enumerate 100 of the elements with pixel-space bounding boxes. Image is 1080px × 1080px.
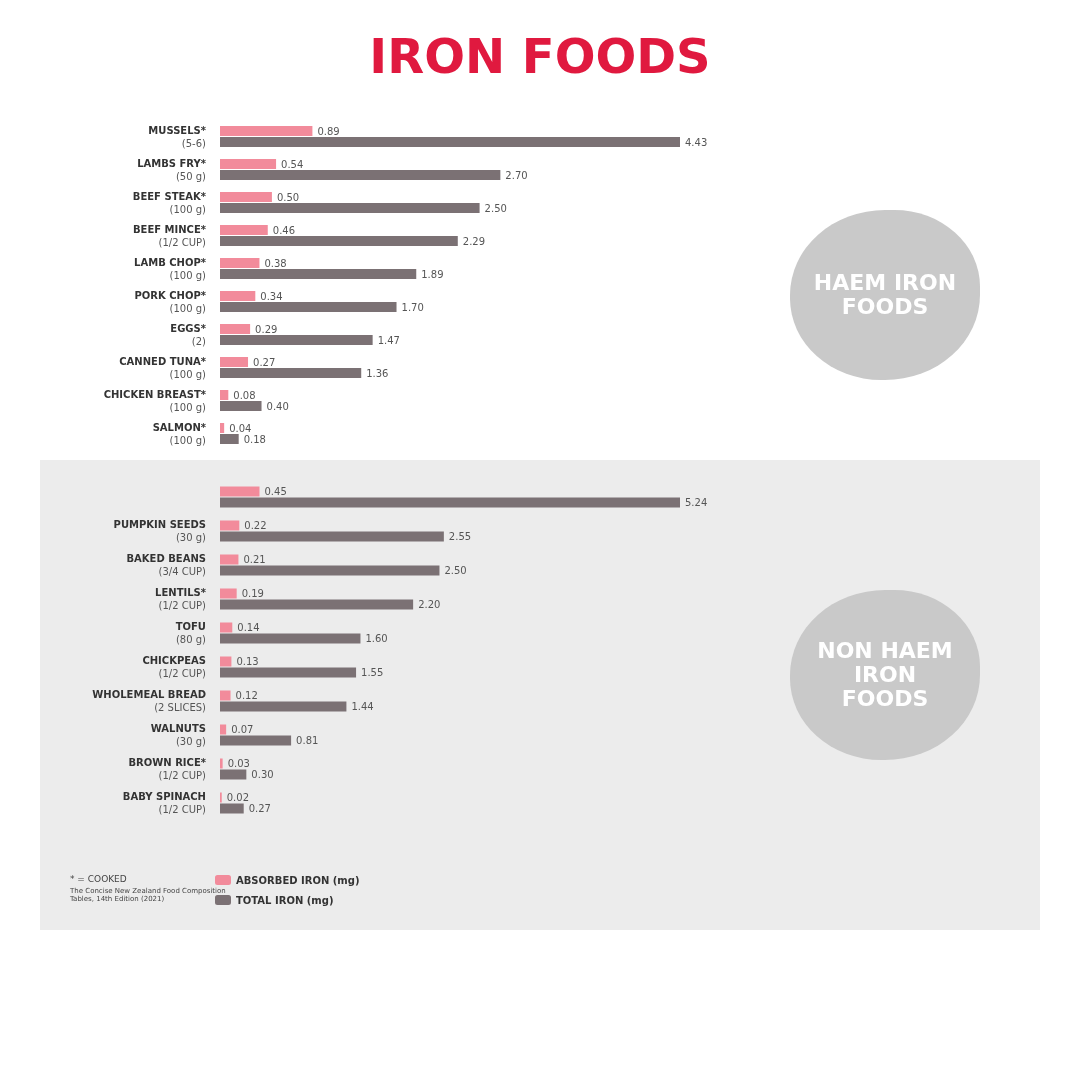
bar xyxy=(220,497,680,508)
bar xyxy=(220,335,373,345)
data-label: 5.24 xyxy=(685,497,708,508)
bar xyxy=(220,126,313,136)
data-label: 0.03 xyxy=(227,758,250,769)
data-label: 0.21 xyxy=(243,554,266,565)
bar xyxy=(220,588,237,599)
y-tick-label: BEEF STEAK* (100 g) xyxy=(132,190,207,215)
bar xyxy=(220,269,417,279)
data-label: 0.14 xyxy=(237,622,260,633)
data-label: 0.07 xyxy=(231,724,254,735)
y-tick-label: PORK CHOP* (100 g) xyxy=(134,289,207,314)
y-tick-label: WALNUTS (30 g) xyxy=(150,723,207,747)
bar xyxy=(220,423,225,433)
bar xyxy=(220,434,239,444)
data-label: 0.04 xyxy=(229,422,252,434)
y-tick-label: BROWN RICE* (1/2 CUP) xyxy=(128,757,207,781)
data-label: 0.46 xyxy=(272,224,296,236)
y-tick-label: BABY SPINACH (1/2 CUP) xyxy=(122,791,207,815)
bar xyxy=(220,803,244,814)
bar xyxy=(220,520,240,531)
data-label: 0.27 xyxy=(248,803,271,814)
bar xyxy=(220,203,480,213)
bar xyxy=(220,656,232,667)
bar xyxy=(220,758,223,769)
data-label: 4.43 xyxy=(685,136,708,148)
data-label: 2.70 xyxy=(505,169,528,181)
data-label: 0.18 xyxy=(243,433,266,445)
bar xyxy=(220,769,247,780)
bar xyxy=(220,302,397,312)
data-label: 1.70 xyxy=(401,301,424,313)
bar xyxy=(220,701,347,712)
data-label: 0.34 xyxy=(260,290,283,302)
data-label: 2.55 xyxy=(448,531,472,542)
data-label: 1.47 xyxy=(377,334,400,346)
bar xyxy=(220,565,440,576)
bar xyxy=(220,390,229,400)
data-label: 0.27 xyxy=(253,356,276,368)
legend-label: ABSORBED IRON (mg) xyxy=(236,874,360,886)
y-tick-label: WHOLEMEAL BREAD (2 SLICES) xyxy=(92,689,207,713)
bar xyxy=(220,531,444,542)
data-label: 0.38 xyxy=(264,257,287,269)
data-label: 1.44 xyxy=(351,701,374,712)
bar xyxy=(220,236,458,246)
y-tick-label: EGGS* (2) xyxy=(170,322,207,347)
data-label: 0.40 xyxy=(266,400,289,412)
y-tick-label: LAMBS FRY* (50 g) xyxy=(137,157,207,182)
bar xyxy=(220,622,233,633)
data-label: 0.19 xyxy=(241,588,264,599)
y-tick-label: MUSSELS* (5-6) xyxy=(148,124,207,149)
bar xyxy=(220,324,251,334)
y-tick-label: CANNED TUNA* (100 g) xyxy=(119,355,207,380)
data-label: 0.81 xyxy=(296,735,319,746)
y-tick-label: BEEF MINCE* (1/2 CUP) xyxy=(132,223,207,248)
data-label: 1.89 xyxy=(421,268,444,280)
y-tick-label: PUMPKIN SEEDS (30 g) xyxy=(113,519,207,543)
text: * = COOKED xyxy=(70,874,127,884)
data-label: 1.55 xyxy=(361,667,384,678)
y-tick-label: CHICKEN BREAST* (100 g) xyxy=(103,388,207,413)
bar xyxy=(220,690,231,701)
bar xyxy=(220,599,414,610)
data-label: 0.12 xyxy=(235,690,258,701)
legend-label: TOTAL IRON (mg) xyxy=(236,894,334,906)
y-tick-label: LENTILS* (1/2 CUP) xyxy=(155,587,207,611)
y-tick-label: CHICKPEAS (1/2 CUP) xyxy=(142,655,207,679)
bar xyxy=(220,667,357,678)
data-label: 0.89 xyxy=(317,125,340,137)
data-label: 0.08 xyxy=(233,389,256,401)
data-label: 1.36 xyxy=(366,367,389,379)
bar xyxy=(220,735,292,746)
chart-title: IRON FOODS xyxy=(368,28,712,84)
data-label: 2.29 xyxy=(462,235,486,247)
bar xyxy=(220,401,262,411)
bar xyxy=(220,170,501,180)
data-label: 1.60 xyxy=(365,633,388,644)
data-label: 0.54 xyxy=(281,158,304,170)
y-tick-label: LAMB CHOP* (100 g) xyxy=(134,256,207,281)
data-label: 0.29 xyxy=(255,323,278,335)
bar xyxy=(220,137,680,147)
bar xyxy=(220,486,260,497)
bar xyxy=(220,357,249,367)
bar xyxy=(220,192,272,202)
data-label: 2.50 xyxy=(484,202,507,214)
bar xyxy=(220,633,361,644)
data-label: 2.20 xyxy=(418,599,441,610)
y-tick-label: TOFU (80 g) xyxy=(175,621,207,645)
data-label: 0.22 xyxy=(244,520,267,531)
bar xyxy=(220,258,260,268)
bar xyxy=(220,225,268,235)
bar xyxy=(220,291,256,301)
bar xyxy=(220,554,239,565)
data-label: 0.50 xyxy=(276,191,300,203)
bar xyxy=(220,368,362,378)
bar xyxy=(220,724,227,735)
data-label: 0.13 xyxy=(236,656,259,667)
y-tick-label: BAKED BEANS (3/4 CUP) xyxy=(126,553,207,577)
bar xyxy=(220,159,277,169)
data-label: 2.50 xyxy=(444,565,467,576)
y-tick-label: SALMON* (100 g) xyxy=(152,421,207,446)
data-label: 0.30 xyxy=(251,769,274,780)
